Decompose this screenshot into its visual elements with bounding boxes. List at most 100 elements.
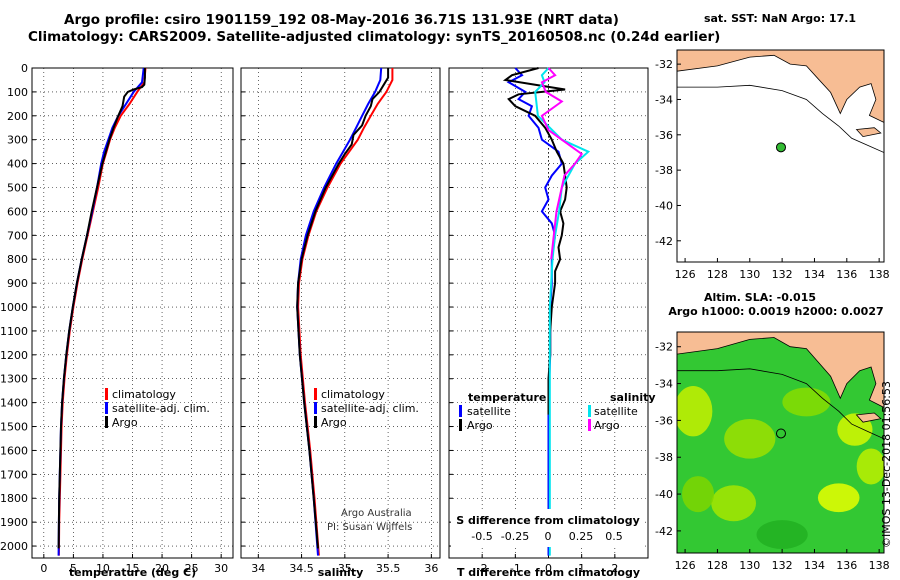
map-xtick-label: 130 xyxy=(739,268,760,281)
map-ytick-label: -38 xyxy=(655,451,673,464)
legend-swatch-s xyxy=(588,419,591,431)
legend-label: Argo xyxy=(321,416,347,429)
map-ytick-label: -42 xyxy=(655,525,673,538)
sla-anomaly-patch xyxy=(817,483,860,513)
map-sst-title: sat. SST: NaN Argo: 17.1 xyxy=(704,12,856,25)
ytick-label: 1300 xyxy=(0,373,28,386)
legend-swatch-satellite-adj-clim- xyxy=(105,402,108,414)
ytick-label: 100 xyxy=(7,86,28,99)
xtick-label: 5 xyxy=(70,562,77,575)
ytick-label: 200 xyxy=(7,110,28,123)
sla-anomaly-patch xyxy=(682,476,715,513)
map-ytick-label: -34 xyxy=(655,93,673,106)
map-ytick-label: -40 xyxy=(655,488,673,501)
credit-argo: Argo Australia xyxy=(341,508,412,519)
ytick-label: 1800 xyxy=(0,492,28,505)
series-differences-s-argo xyxy=(540,67,584,260)
xtick-label: 30 xyxy=(214,562,228,575)
series-differences-t-argo xyxy=(502,67,568,415)
legend-swatch-argo xyxy=(105,416,108,428)
legend-swatch-s xyxy=(588,405,591,417)
legend-temperature-title: temperature xyxy=(468,391,546,404)
sla-anomaly-patch xyxy=(782,387,831,417)
map-sla-content xyxy=(677,332,884,553)
xtick-label: 15 xyxy=(126,562,140,575)
map-xtick-label: 132 xyxy=(772,268,793,281)
ytick-label: 900 xyxy=(7,277,28,290)
legend-salinity-title: salinity xyxy=(610,391,656,404)
landmass xyxy=(677,50,884,123)
map-xtick-label: 138 xyxy=(869,559,890,572)
legend-label: satellite-adj. clim. xyxy=(112,402,210,415)
ytick-label: 1700 xyxy=(0,468,28,481)
xtick-label: 20 xyxy=(155,562,169,575)
map-xtick-label: 132 xyxy=(772,559,793,572)
map-xtick-label: 136 xyxy=(836,559,857,572)
sla-anomaly-patch xyxy=(756,520,808,549)
xtick-label: -2 xyxy=(477,562,488,575)
credit-pi: PI: Susan Wijffels xyxy=(327,522,412,533)
xtick-label: 0 xyxy=(40,562,47,575)
map-xtick-label: 138 xyxy=(869,268,890,281)
secondary-xtick-label: -0.5 xyxy=(471,530,492,543)
sla-anomaly-patch xyxy=(711,485,757,522)
xtick-label: 34 xyxy=(251,562,265,575)
argo-float-marker xyxy=(775,428,786,439)
map-ytick-label: -36 xyxy=(655,414,673,427)
xaxis-label-salinity: salinity xyxy=(318,566,364,579)
kangaroo-island xyxy=(855,412,882,423)
legend-label: climatology xyxy=(321,388,385,401)
map-sst-content xyxy=(677,50,884,153)
imos-watermark: ©IMOS 13-Dec-2018 01:56:53 xyxy=(880,381,893,548)
map-xtick-label: 130 xyxy=(739,559,760,572)
secondary-xtick-label: -0.25 xyxy=(501,530,529,543)
xtick-label: 0 xyxy=(545,562,552,575)
map-xtick-label: 126 xyxy=(675,559,696,572)
xtick-label: 1 xyxy=(578,562,585,575)
figure-title-line2: Climatology: CARS2009. Satellite-adjuste… xyxy=(28,29,721,45)
xtick-label: 34.5 xyxy=(289,562,314,575)
map-sla-title-2: Argo h1000: 0.0019 h2000: 0.0027 xyxy=(668,305,883,318)
map-sla-group xyxy=(676,331,885,554)
map-ytick-label: -40 xyxy=(655,199,673,212)
secondary-axis-box xyxy=(451,509,645,547)
ytick-label: 1100 xyxy=(0,325,28,338)
xtick-label: 2 xyxy=(611,562,618,575)
series-salinity-argo xyxy=(296,68,390,549)
legend-swatch-argo xyxy=(314,416,317,428)
legend-swatch-climatology xyxy=(105,388,108,400)
legend-swatch-climatology xyxy=(314,388,317,400)
map-xtick-label: 126 xyxy=(675,268,696,281)
ytick-label: 0 xyxy=(21,62,28,75)
ytick-label: 1200 xyxy=(0,349,28,362)
ytick-label: 600 xyxy=(7,205,28,218)
ytick-label: 800 xyxy=(7,253,28,266)
map-ytick-label: -32 xyxy=(655,58,673,71)
xtick-label: 25 xyxy=(185,562,199,575)
map-ytick-label: -34 xyxy=(655,378,673,391)
ytick-label: 300 xyxy=(7,134,28,147)
map-ytick-label: -42 xyxy=(655,235,673,248)
map-ytick-label: -38 xyxy=(655,164,673,177)
ytick-label: 1600 xyxy=(0,444,28,457)
legend-label: satellite-adj. clim. xyxy=(321,402,419,415)
legend-label: Argo xyxy=(112,416,138,429)
panel-salinity-frame xyxy=(240,67,441,559)
ytick-label: 1400 xyxy=(0,397,28,410)
ytick-label: 1900 xyxy=(0,516,28,529)
map-sla-title-1: Altim. SLA: -0.015 xyxy=(704,291,816,304)
series-temperature-argo xyxy=(57,68,146,549)
secondary-xtick-label: 0.5 xyxy=(605,530,623,543)
legend-swatch-t xyxy=(459,405,462,417)
xtick-label: 35.5 xyxy=(376,562,401,575)
legend-swatch-satellite-adj-clim- xyxy=(314,402,317,414)
figure-title-line1: Argo profile: csiro 1901159_192 08-May-2… xyxy=(64,12,619,28)
series-differences-s-satellite xyxy=(534,67,591,556)
landmass xyxy=(677,332,884,408)
ytick-label: 500 xyxy=(7,182,28,195)
map-xtick-label: 136 xyxy=(836,268,857,281)
map-sst-frame xyxy=(676,49,885,263)
argo-float-marker xyxy=(775,142,786,153)
legend-label-s: Argo xyxy=(594,419,620,432)
